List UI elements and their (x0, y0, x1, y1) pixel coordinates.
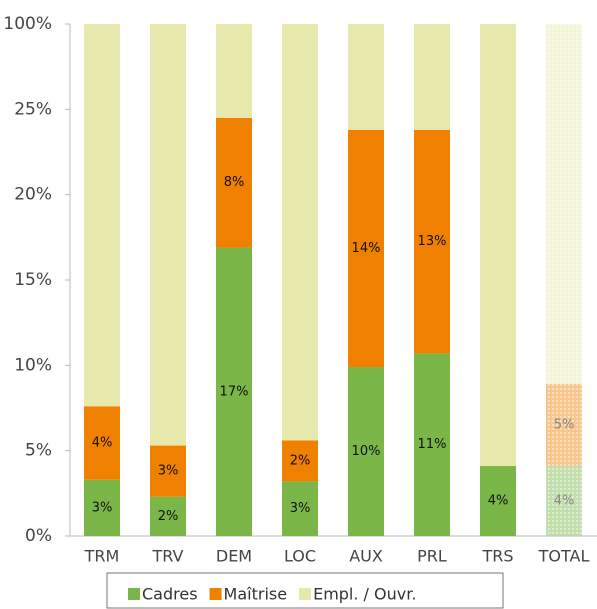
bar-segment (84, 406, 120, 480)
x-tick-label: TRS (481, 547, 513, 566)
y-tick-label: 100% (3, 14, 52, 34)
bar-segment (150, 24, 186, 446)
legend-label: Empl. / Ouvr. (313, 585, 416, 604)
value-label: 4% (488, 494, 509, 509)
legend-label: Maîtrise (224, 585, 288, 604)
x-tick-label: DEM (216, 547, 252, 566)
legend-swatch (128, 588, 140, 600)
bar-pattern (546, 24, 582, 385)
y-tick-label: 0% (25, 526, 52, 546)
y-tick-label: 25% (14, 99, 52, 119)
value-label: 5% (554, 418, 575, 433)
bar-segment (348, 129, 384, 368)
value-label: 3% (158, 464, 179, 479)
value-label: 2% (158, 509, 179, 524)
y-tick-label: 5% (25, 441, 52, 461)
value-label: 14% (352, 241, 381, 256)
value-label: 4% (92, 435, 113, 450)
x-tick-label: TRV (152, 547, 184, 566)
bar-segment (282, 24, 318, 441)
y-tick-label: 15% (14, 270, 52, 290)
x-tick-label: TOTAL (538, 547, 590, 566)
bar-pattern (546, 466, 582, 536)
legend-swatch (299, 588, 312, 600)
legend-label: Cadres (142, 585, 198, 604)
value-label: 8% (224, 175, 245, 190)
bar-segment (216, 117, 252, 248)
value-label: 2% (290, 453, 311, 468)
value-label: 3% (290, 501, 311, 516)
bar-segment (414, 129, 450, 354)
bar-segment (216, 24, 252, 118)
value-label: 4% (554, 494, 575, 509)
value-label: 3% (92, 500, 113, 515)
y-tick-label: 20% (14, 185, 52, 205)
bar-pattern (546, 384, 582, 467)
value-label: 17% (220, 384, 249, 399)
bar-segment (480, 466, 516, 536)
value-label: 13% (418, 234, 447, 249)
x-tick-label: TRM (84, 547, 120, 566)
y-tick-label: 10% (14, 355, 52, 375)
bar-segment (216, 247, 252, 536)
x-tick-label: PRL (417, 547, 447, 566)
bar-segment (414, 24, 450, 130)
x-tick-label: LOC (284, 547, 316, 566)
bar-segment (84, 479, 120, 536)
bar-segment (282, 481, 318, 536)
bar-segment (150, 445, 186, 497)
bar-segment (150, 496, 186, 536)
bar-segment (282, 440, 318, 482)
bar-segment (348, 24, 384, 130)
x-tick-label: AUX (349, 547, 383, 566)
legend-swatch (209, 588, 222, 600)
value-label: 10% (352, 444, 381, 459)
bar-segment (414, 353, 450, 536)
bar-segment (348, 367, 384, 536)
bar-segment (84, 24, 120, 407)
value-label: 11% (418, 437, 447, 452)
bar-segment (480, 24, 516, 467)
